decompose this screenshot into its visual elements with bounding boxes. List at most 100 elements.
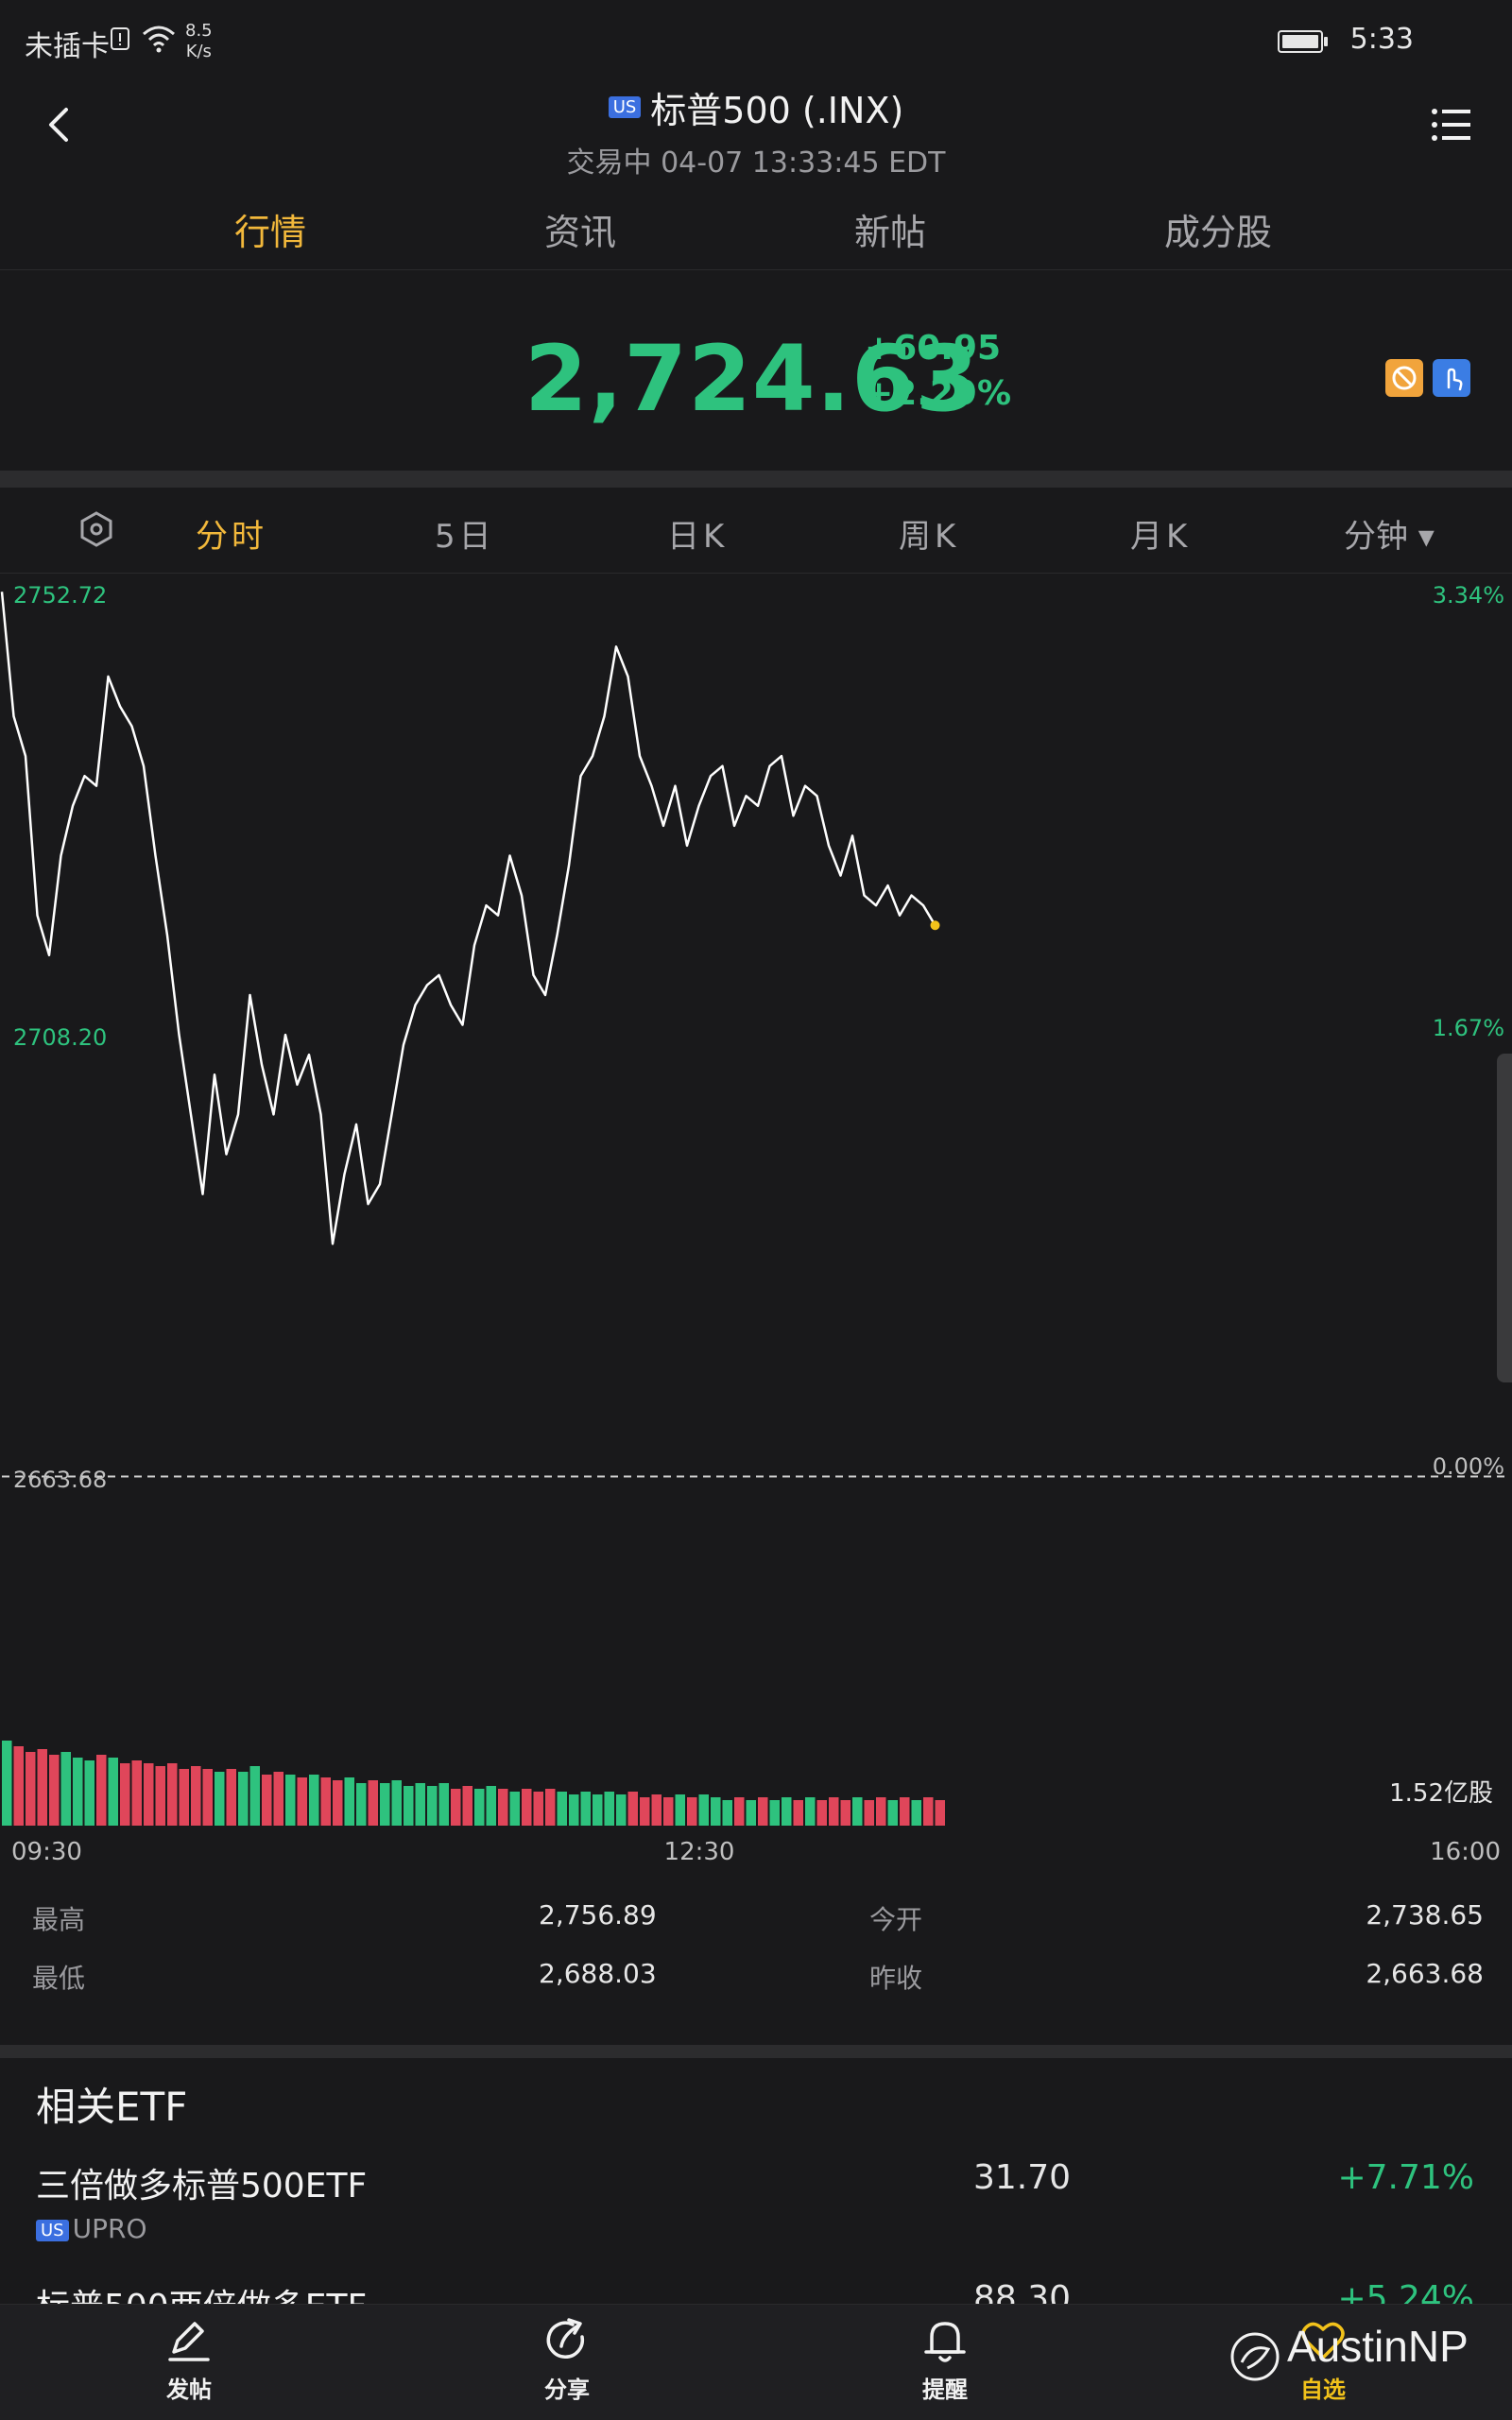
watermark-logo-icon bbox=[1230, 2332, 1280, 2381]
volume-bar bbox=[640, 1797, 650, 1826]
status-bar: 未插卡 8.5 K/s 5:33 bbox=[0, 0, 1512, 85]
volume-bar bbox=[144, 1763, 154, 1826]
last-price-dot bbox=[930, 920, 940, 931]
volume-bar bbox=[711, 1797, 721, 1826]
nav-favorite[interactable]: 自选 bbox=[1247, 2314, 1399, 2404]
back-arrow-icon[interactable] bbox=[38, 102, 83, 147]
volume-bar bbox=[120, 1763, 130, 1826]
volume-bar bbox=[769, 1800, 780, 1826]
heart-icon bbox=[1301, 2322, 1345, 2360]
etf-price: 88.30 bbox=[973, 2279, 1072, 2304]
price-change-pct: +2.29% bbox=[865, 374, 1012, 413]
volume-bar bbox=[663, 1797, 674, 1826]
volume-bar bbox=[73, 1758, 83, 1826]
header-title-block: US 标普500 (.INX) 交易中 04-07 13:33:45 EDT bbox=[0, 81, 1512, 180]
volume-bar bbox=[202, 1769, 213, 1826]
chart-settings-icon[interactable] bbox=[77, 510, 115, 548]
volume-bar bbox=[675, 1794, 685, 1826]
volume-bar bbox=[37, 1749, 47, 1826]
tab-monthly-k[interactable]: 月K bbox=[1130, 518, 1192, 556]
tab-intraday[interactable]: 分时 bbox=[196, 518, 267, 556]
tab-quote[interactable]: 行情 bbox=[234, 212, 307, 253]
side-scroll-handle[interactable] bbox=[1497, 1054, 1512, 1382]
intraday-chart[interactable]: 2752.72 2708.20 2663.68 3.34% 1.67% 0.00… bbox=[0, 576, 1512, 1871]
volume-bar bbox=[368, 1780, 378, 1826]
volume-bar bbox=[887, 1800, 898, 1826]
volume-bar bbox=[923, 1797, 934, 1826]
volume-bar bbox=[344, 1777, 354, 1826]
nav-share[interactable]: 分享 bbox=[491, 2314, 643, 2404]
volume-bar bbox=[698, 1794, 709, 1826]
volume-bar bbox=[557, 1792, 567, 1826]
volume-bar bbox=[309, 1775, 319, 1826]
x-label-midday: 12:30 bbox=[664, 1838, 735, 1866]
volume-bar bbox=[238, 1772, 249, 1826]
nav-alert[interactable]: 提醒 bbox=[869, 2314, 1021, 2404]
volume-bar bbox=[226, 1769, 236, 1826]
volume-bar bbox=[2, 1741, 12, 1826]
volume-bar bbox=[427, 1786, 438, 1826]
volume-bar bbox=[616, 1794, 627, 1826]
volume-bar bbox=[13, 1746, 24, 1826]
volume-bar bbox=[215, 1772, 225, 1826]
volume-bar bbox=[498, 1789, 508, 1826]
tab-posts[interactable]: 新帖 bbox=[854, 212, 927, 253]
market-badge: US bbox=[36, 2220, 69, 2241]
price-line-group bbox=[0, 592, 940, 1245]
tab-daily-k[interactable]: 日K bbox=[667, 518, 729, 556]
volume-bar bbox=[722, 1800, 732, 1826]
list-item[interactable]: 标普500两倍做多ETF 88.30 +5.24% bbox=[0, 2266, 1512, 2304]
stat-open-label: 今开 bbox=[869, 1904, 923, 1935]
sim-alert-icon bbox=[111, 27, 129, 50]
volume-bar bbox=[333, 1780, 343, 1826]
stat-prev-value: 2,663.68 bbox=[1366, 1958, 1484, 1989]
list-item[interactable]: 三倍做多标普500ETF US UPRO 31.70 +7.71% bbox=[0, 2145, 1512, 2249]
pct-label-base: 0.00% bbox=[1433, 1453, 1504, 1480]
volume-bar bbox=[522, 1789, 532, 1826]
touch-icon[interactable] bbox=[1433, 359, 1470, 397]
stat-high-value: 2,756.89 bbox=[539, 1899, 657, 1931]
nav-post[interactable]: 发帖 bbox=[113, 2314, 265, 2404]
y-label-mid: 2708.20 bbox=[13, 1024, 107, 1051]
tab-news[interactable]: 资讯 bbox=[544, 212, 617, 253]
volume-bar bbox=[84, 1760, 94, 1826]
clock-time: 5:33 bbox=[1349, 23, 1414, 56]
volume-bar bbox=[900, 1797, 910, 1826]
x-label-close: 16:00 bbox=[1430, 1838, 1501, 1866]
tab-weekly-k[interactable]: 周K bbox=[899, 518, 960, 556]
volume-bar bbox=[651, 1794, 662, 1826]
volume-bar bbox=[285, 1775, 296, 1826]
volume-bar bbox=[840, 1800, 850, 1826]
no-ads-icon[interactable] bbox=[1385, 359, 1423, 397]
volume-bar bbox=[474, 1789, 485, 1826]
volume-bar bbox=[451, 1789, 461, 1826]
current-price: 2,724.63 bbox=[524, 326, 980, 432]
volume-bar bbox=[380, 1783, 390, 1826]
etf-code-block: US UPRO bbox=[36, 2213, 146, 2244]
etf-section-title: 相关ETF bbox=[36, 2084, 188, 2130]
tab-minutes-dropdown[interactable]: 分钟 ▾ bbox=[1344, 518, 1435, 556]
volume-bar bbox=[273, 1772, 284, 1826]
volume-bar bbox=[155, 1766, 165, 1826]
tab-5day[interactable]: 5日 bbox=[435, 518, 495, 556]
etf-name: 三倍做多标普500ETF bbox=[36, 2167, 368, 2205]
volume-bar bbox=[793, 1800, 803, 1826]
volume-bar bbox=[249, 1766, 260, 1826]
net-speed: 8.5 K/s bbox=[185, 21, 213, 61]
watermark-text: AustinNP bbox=[1287, 2322, 1469, 2371]
chart-tabs: 分时 5日 日K 周K 月K 分钟 ▾ bbox=[0, 488, 1512, 574]
volume-bar bbox=[297, 1777, 307, 1826]
volume-bar bbox=[509, 1792, 520, 1826]
volume-bar bbox=[604, 1792, 614, 1826]
etf-change: +7.71% bbox=[1337, 2158, 1474, 2197]
volume-bar bbox=[486, 1786, 496, 1826]
battery-icon bbox=[1278, 30, 1328, 53]
etf-name: 标普500两倍做多ETF bbox=[36, 2279, 367, 2304]
list-menu-icon[interactable] bbox=[1429, 102, 1474, 147]
stat-low-value: 2,688.03 bbox=[539, 1958, 657, 1989]
volume-bars bbox=[2, 1741, 945, 1826]
y-label-high: 2752.72 bbox=[13, 582, 107, 609]
volume-bar bbox=[852, 1797, 863, 1826]
wifi-icon bbox=[143, 26, 175, 53]
tab-constituents[interactable]: 成分股 bbox=[1164, 212, 1273, 253]
